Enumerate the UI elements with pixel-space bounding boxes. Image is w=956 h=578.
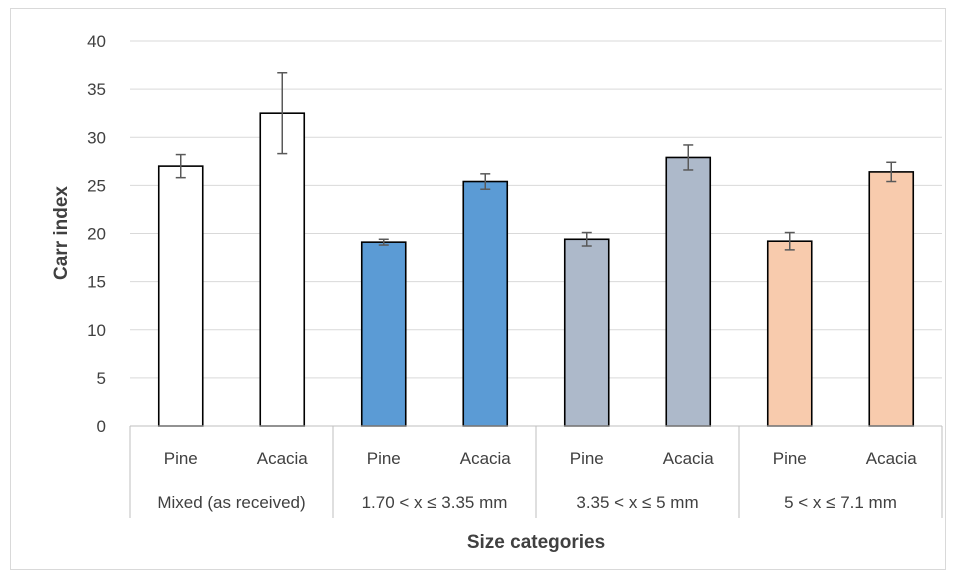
x-axis: Mixed (as received) Pine Acacia 1.70 < x ≤ … <box>129 425 943 518</box>
gridlines <box>130 40 942 379</box>
bar <box>665 156 712 427</box>
chart-frame <box>10 8 946 570</box>
x-bar-label: Pine <box>367 449 401 468</box>
x-group-label: Mixed (as received) <box>157 493 305 512</box>
bars <box>157 112 915 427</box>
y-tick-label: 5 <box>97 369 106 388</box>
x-bar-label: Acacia <box>866 449 918 468</box>
y-tick-labels: 0 5 10 15 20 25 30 35 40 <box>87 32 106 436</box>
x-group-label: 3.35 < x ≤ 5 mm <box>576 493 698 512</box>
bar <box>360 241 407 427</box>
x-group-label: 1.70 < x ≤ 3.35 mm <box>362 493 508 512</box>
x-axis-label: Size categories <box>467 532 605 553</box>
y-tick-label: 40 <box>87 32 106 51</box>
y-tick-label: 35 <box>87 80 106 99</box>
bar <box>766 240 813 427</box>
x-bar-label: Acacia <box>460 449 512 468</box>
y-tick-label: 20 <box>87 225 106 244</box>
bar <box>868 171 915 427</box>
bar <box>462 180 509 427</box>
error-bars <box>175 72 897 251</box>
x-bar-label: Acacia <box>257 449 309 468</box>
bar <box>563 238 610 427</box>
x-bar-label: Pine <box>164 449 198 468</box>
x-bar-label: Pine <box>773 449 807 468</box>
y-tick-label: 0 <box>97 417 106 436</box>
x-bar-label: Pine <box>570 449 604 468</box>
y-axis-label: Carr index <box>51 186 72 280</box>
x-bar-label: Acacia <box>663 449 715 468</box>
x-group-label: 5 < x ≤ 7.1 mm <box>784 493 897 512</box>
bar <box>157 165 204 427</box>
y-tick-label: 15 <box>87 273 106 292</box>
bar <box>259 112 306 427</box>
y-tick-label: 25 <box>87 176 106 195</box>
y-tick-label: 30 <box>87 128 106 147</box>
y-tick-label: 10 <box>87 321 106 340</box>
